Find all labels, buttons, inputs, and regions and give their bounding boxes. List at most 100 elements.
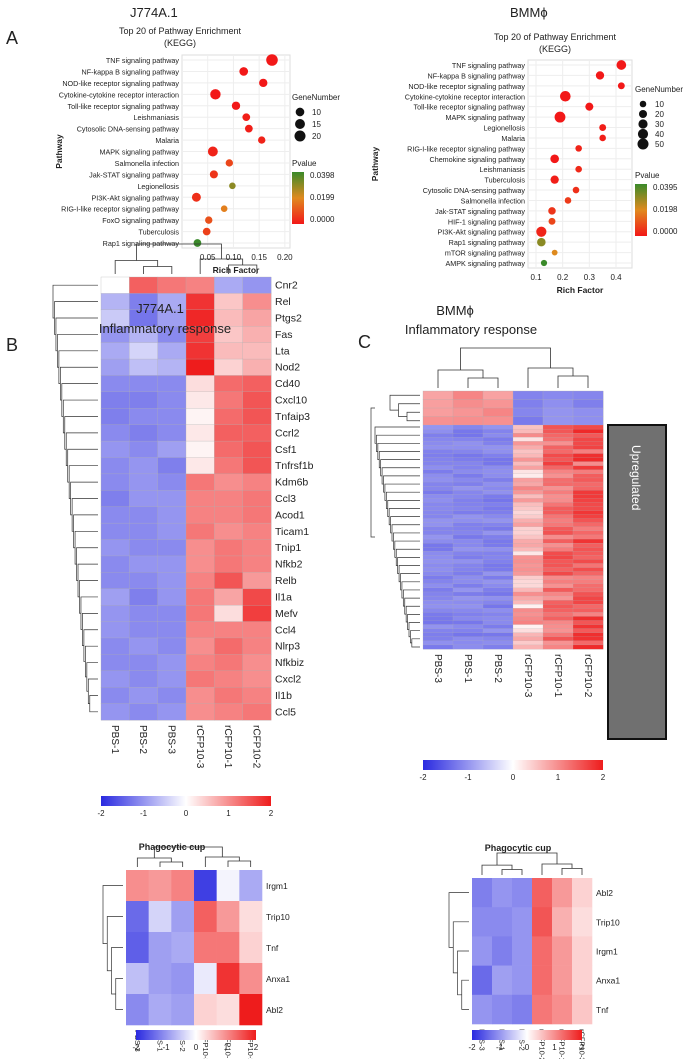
dot-pathway-label: Toll-like receptor signaling pathway [68, 102, 180, 111]
heatmap-cell [100, 555, 130, 573]
heatmap-cell [452, 498, 484, 503]
heatmap-cell [542, 514, 574, 520]
dot-point [258, 136, 266, 144]
heatmap-cell [214, 490, 244, 508]
heatmap-cell [572, 936, 593, 966]
heatmap-cell [148, 901, 172, 933]
heatmap-cell [242, 424, 272, 442]
heatmap-cell [242, 408, 272, 426]
header-right: BMMϕ [510, 5, 548, 20]
heatmap-row-label: Nod2 [275, 362, 300, 374]
heatmap-cell [157, 605, 187, 623]
dendrogram-branch [437, 369, 484, 388]
dot-point [554, 111, 566, 123]
heatmap-cell [452, 416, 484, 426]
dot-pathway-label: NF-kappa B signaling pathway [82, 67, 180, 76]
dendrogram-branch [79, 580, 98, 614]
dot-pathway-label: RIG-I-like receptor signaling pathway [61, 205, 179, 214]
dot-point [564, 197, 572, 204]
size-legend-label: 15 [312, 120, 321, 129]
dot-point [205, 216, 213, 224]
heatmap-cell [572, 616, 604, 621]
dot-pathway-label: HIF-1 signaling pathway [448, 217, 526, 226]
color-scale-tick: 1 [226, 809, 231, 818]
heatmap-cell [482, 636, 514, 642]
heatmap-row-label: Cxcl10 [275, 395, 307, 407]
heatmap-cell [194, 932, 217, 964]
dot-pathway-label: Malaria [501, 134, 525, 143]
heatmap-cell [242, 440, 272, 458]
dendrogram-branch [393, 532, 420, 550]
heatmap-cell [482, 530, 514, 536]
dendrogram-branch [136, 857, 172, 867]
phago-title: Phagocytic cup [139, 842, 206, 852]
heatmap-cell [157, 391, 187, 409]
heatmap-cell [216, 870, 240, 902]
heatmap-cell [452, 628, 484, 634]
dot-point [229, 182, 236, 190]
heatmap-cell [572, 526, 604, 532]
heatmap-cell [422, 551, 454, 556]
size-legend-label: 10 [655, 100, 664, 109]
heatmap-cell [185, 539, 215, 557]
heatmap-cell [452, 407, 484, 417]
heatmap-cell [129, 506, 159, 524]
heatmap-cell [542, 416, 574, 426]
heatmap-cell [572, 600, 604, 605]
heatmap-cell [452, 591, 484, 597]
heatmap-cell [185, 457, 215, 475]
heatmap-cell [542, 538, 574, 544]
dot-left: Top 20 of Pathway Enrichment (KEGG) 0.05 0.… [54, 26, 340, 275]
heatmap-cell [242, 375, 272, 393]
dot-pathway-label: Cytosolic DNA-sensing pathway [77, 125, 180, 134]
size-legend-title: GeneNumber [635, 85, 683, 94]
heatmap-column-label: PBS-3 [133, 1030, 142, 1052]
heatmap-cell [542, 449, 574, 454]
heatmap-cell [422, 457, 454, 463]
color-scale-tick: 0 [194, 1043, 199, 1052]
heatmap-cell [452, 563, 484, 568]
dendrogram-branch [106, 916, 123, 972]
heatmap-cell [214, 687, 244, 705]
color-legend-label: 0.0000 [310, 215, 335, 224]
panel-label-a: A [6, 28, 18, 48]
heatmap-cell [552, 994, 573, 1025]
heatmap-cell [129, 555, 159, 573]
dot-point [225, 159, 234, 167]
heatmap-cell [532, 907, 553, 937]
heatmap-cell [452, 494, 484, 499]
dendrogram-branch [401, 581, 420, 599]
dendrogram-branch [452, 921, 469, 974]
heatmap-cell [157, 522, 187, 540]
heatmap-cell [452, 481, 484, 487]
color-scale-tick: -1 [140, 809, 148, 818]
heatmap-cell [572, 878, 593, 908]
heatmap-column-label: rCFP10-3 [194, 725, 205, 769]
heatmap-row-label: Anxa1 [596, 976, 620, 986]
size-legend-dot [294, 130, 306, 142]
heatmap-cell [512, 428, 544, 434]
heatmap-cell [242, 473, 272, 491]
heatmap-cell [482, 538, 514, 544]
dot-pathway-label: FoxO signaling pathway [102, 216, 179, 225]
dendrogram-branch [76, 547, 98, 581]
heatmap-cell [542, 390, 574, 400]
heatmap-cell [422, 583, 454, 589]
dot-xlabel: Rich Factor [557, 285, 604, 295]
heatmap-cell [422, 441, 454, 446]
size-legend-dot [638, 119, 648, 129]
heatmap-cell [239, 994, 263, 1026]
heatmap-cell [542, 437, 574, 442]
heatmap-cell [482, 587, 514, 593]
heatmap-cell [542, 543, 574, 548]
heatmap-cell [472, 994, 493, 1025]
heatmap-cell [482, 595, 514, 601]
heatmap-cell [452, 600, 484, 605]
heatmap-cell [422, 632, 454, 638]
dendrogram-branch [204, 856, 240, 867]
heatmap-cell [157, 375, 187, 393]
heatmap-cell [100, 342, 130, 360]
heatmap-cell [422, 644, 454, 650]
heatmap-cell [157, 637, 187, 655]
heatmap-cell [422, 433, 454, 438]
